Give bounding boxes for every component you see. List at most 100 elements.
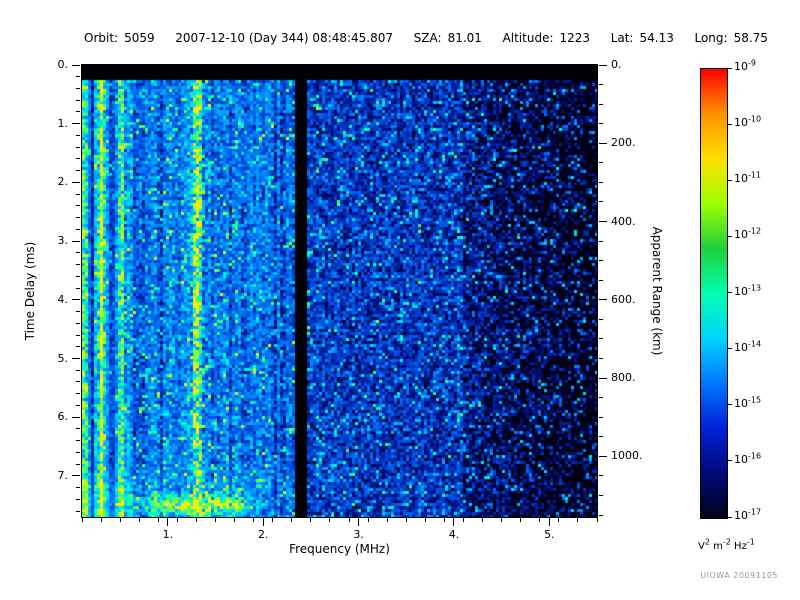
colorbar-tick-label: 10-13 bbox=[734, 282, 762, 298]
y-minor-tick bbox=[76, 358, 80, 359]
y-minor-tick bbox=[76, 416, 80, 418]
x-axis-label: Frequency (MHz) bbox=[289, 542, 390, 556]
x-tick-label: 3. bbox=[353, 528, 364, 541]
y-minor-tick bbox=[76, 76, 80, 78]
x-major-tick bbox=[453, 518, 455, 526]
colorbar-tick bbox=[728, 292, 732, 293]
range-major-tick bbox=[599, 64, 607, 66]
range-minor-tick bbox=[599, 475, 603, 477]
x-minor-tick bbox=[367, 518, 369, 522]
range-minor-tick bbox=[599, 103, 603, 105]
y-minor-tick bbox=[76, 264, 80, 266]
y-minor-tick bbox=[76, 381, 80, 383]
colorbar-tick bbox=[728, 67, 732, 69]
x-minor-tick bbox=[520, 518, 522, 522]
colorbar-unit-label: V2 m-2 Hz-1 bbox=[698, 537, 755, 552]
x-minor-tick bbox=[234, 518, 236, 522]
y-tick-label: 0. bbox=[57, 58, 69, 71]
datetime-field: 2007-12-10 (Day 344) 08:48:45.807 bbox=[175, 31, 393, 45]
colorbar-tick bbox=[728, 516, 732, 518]
y-major-tick bbox=[72, 240, 80, 242]
range-minor-tick bbox=[599, 201, 603, 203]
range-minor-tick bbox=[599, 397, 603, 399]
range-minor-tick bbox=[599, 416, 603, 418]
range-tick-label: 200. bbox=[611, 136, 636, 150]
y-minor-tick bbox=[76, 99, 80, 101]
colorbar-tick-label: 10-11 bbox=[734, 170, 762, 186]
x-minor-tick bbox=[501, 518, 503, 522]
y-minor-tick bbox=[76, 158, 80, 160]
x-tick-label: 2. bbox=[257, 528, 269, 541]
y-tick-label: 6. bbox=[57, 410, 69, 424]
range-tick-label: 600. bbox=[611, 292, 636, 306]
range-tick-label: 0. bbox=[611, 58, 622, 71]
range-major-tick bbox=[599, 221, 607, 223]
y-minor-tick bbox=[76, 404, 80, 406]
y-minor-tick bbox=[76, 463, 80, 465]
y-minor-tick bbox=[76, 170, 80, 172]
y-axis-label-right: Apparent Range (km) bbox=[650, 226, 664, 356]
y-major-tick bbox=[72, 64, 80, 66]
colorbar-tick bbox=[728, 235, 732, 237]
header-info: Orbit: 5059 2007-12-10 (Day 344) 08:48:4… bbox=[84, 31, 768, 45]
range-major-tick bbox=[599, 142, 607, 144]
range-minor-tick bbox=[599, 318, 603, 320]
colorbar-tick bbox=[728, 460, 732, 462]
colorbar-tick-label: 10-16 bbox=[734, 451, 762, 466]
y-minor-tick bbox=[76, 498, 80, 500]
long-value: 58.75 bbox=[733, 31, 768, 45]
y-minor-tick bbox=[76, 311, 80, 313]
colorbar-tick-label: 10-12 bbox=[734, 226, 762, 242]
x-minor-tick bbox=[253, 518, 255, 522]
x-minor-tick bbox=[577, 518, 579, 522]
x-minor-tick bbox=[195, 518, 197, 522]
y-tick-label: 4. bbox=[57, 292, 69, 306]
y-tick-label: 2. bbox=[57, 175, 69, 189]
x-tick-label: 5. bbox=[544, 528, 555, 541]
range-minor-tick bbox=[599, 181, 603, 183]
y-minor-tick bbox=[76, 64, 80, 66]
x-minor-tick bbox=[443, 518, 445, 522]
x-minor-tick bbox=[329, 518, 331, 522]
x-minor-tick bbox=[558, 518, 560, 522]
y-minor-tick bbox=[76, 205, 80, 207]
x-minor-tick bbox=[81, 518, 83, 522]
x-minor-tick bbox=[119, 518, 121, 522]
altitude-field: Altitude: 1223 bbox=[503, 31, 590, 45]
range-minor-tick bbox=[599, 338, 603, 340]
colorbar-tick bbox=[728, 404, 732, 406]
range-minor-tick bbox=[599, 358, 603, 359]
x-minor-tick bbox=[348, 518, 350, 522]
x-minor-tick bbox=[291, 518, 293, 522]
datetime-value: 2007-12-10 (Day 344) 08:48:45.807 bbox=[175, 31, 394, 45]
y-minor-tick bbox=[76, 346, 80, 348]
x-major-tick bbox=[262, 518, 264, 526]
x-minor-tick bbox=[310, 518, 312, 522]
sza-value: 81.01 bbox=[447, 31, 482, 45]
colorbar-tick-label: 10-10 bbox=[734, 114, 762, 130]
x-minor-tick bbox=[138, 518, 140, 522]
range-minor-tick bbox=[599, 123, 603, 125]
y-minor-tick bbox=[76, 299, 80, 301]
x-minor-tick bbox=[462, 518, 464, 522]
range-minor-tick bbox=[599, 494, 603, 496]
range-minor-tick bbox=[599, 84, 603, 86]
colorbar-tick-label: 10-17 bbox=[734, 507, 762, 522]
altitude-label: Altitude: bbox=[502, 31, 554, 45]
range-minor-tick bbox=[599, 455, 603, 457]
x-major-tick bbox=[167, 518, 169, 526]
range-minor-tick bbox=[599, 436, 603, 438]
y-tick-label: 1. bbox=[57, 116, 69, 130]
y-minor-tick bbox=[76, 451, 80, 453]
orbit-field: Orbit: 5059 bbox=[84, 31, 155, 45]
range-tick-label: 800. bbox=[611, 371, 636, 385]
range-minor-tick bbox=[599, 377, 603, 379]
range-minor-tick bbox=[599, 142, 603, 144]
y-minor-tick bbox=[76, 428, 80, 430]
y-minor-tick bbox=[76, 475, 80, 477]
x-minor-tick bbox=[482, 518, 484, 522]
y-minor-tick bbox=[76, 146, 80, 148]
range-minor-tick bbox=[599, 514, 603, 516]
y-major-tick bbox=[72, 416, 80, 418]
